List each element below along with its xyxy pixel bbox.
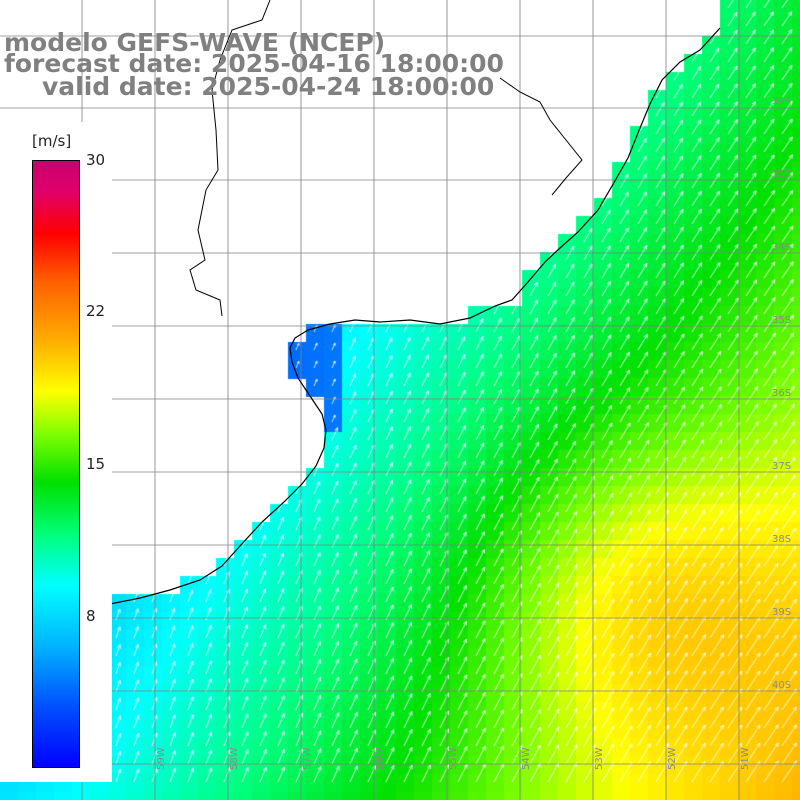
longitude-label: 56W (375, 747, 386, 770)
valid-date: valid date: 2025-04-24 18:00:00 (42, 72, 495, 101)
longitude-label: 57W (302, 747, 313, 770)
latitude-label: 40S (772, 680, 792, 691)
longitude-label: 52W (667, 747, 678, 770)
colorbar-tick-8: 8 (86, 607, 96, 625)
colorbar-tick-15: 15 (86, 455, 106, 473)
longitude-label: 51W (740, 747, 751, 770)
latitude-label: 39S (772, 607, 792, 618)
latitude-label: 38S (772, 534, 792, 545)
colorbar-unit: [m/s] (32, 132, 72, 150)
latitude-label: 35S (772, 315, 792, 326)
country-border (189, 0, 583, 317)
latitude-label: 37S (772, 461, 792, 472)
latitude-label: 36S (772, 388, 792, 399)
coastline (0, 27, 721, 625)
longitude-label: 53W (594, 747, 605, 770)
longitude-label: 55W (448, 747, 459, 770)
colorbar-tick-22: 22 (86, 302, 106, 320)
latitude-label: 34S (772, 242, 792, 253)
latitude-label: 33S (772, 169, 792, 180)
longitude-label: 58W (229, 747, 240, 770)
forecast-date: forecast date: 2025-04-16 18:00:00 (4, 49, 504, 78)
latitude-label: 32S (772, 96, 792, 107)
model-title: modelo GEFS-WAVE (NCEP) (4, 28, 386, 57)
colorbar (32, 160, 80, 768)
longitude-label: 59W (156, 747, 167, 770)
colorbar-tick-30: 30 (86, 151, 106, 169)
longitude-label: 54W (521, 747, 532, 770)
